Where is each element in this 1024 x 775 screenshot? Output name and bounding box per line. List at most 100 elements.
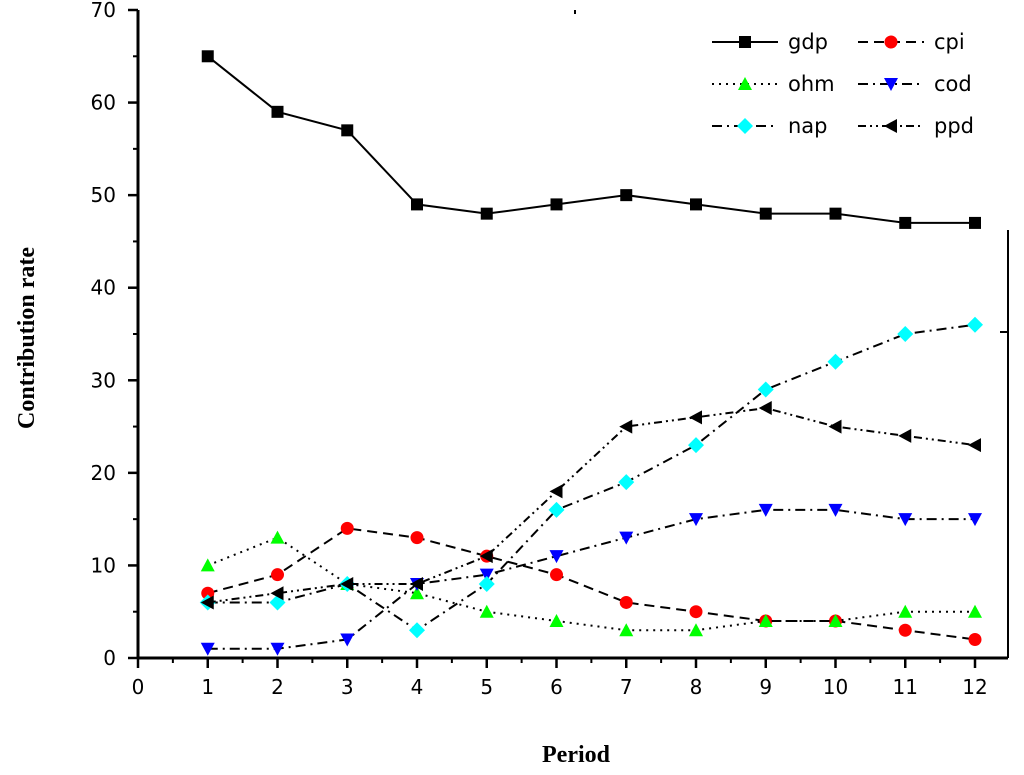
data-point-nap (548, 501, 565, 518)
x-tick-label: 2 (271, 675, 284, 699)
data-point-cpi (271, 568, 284, 582)
data-point-nap (967, 316, 983, 333)
x-tick-label: 5 (480, 675, 493, 699)
data-point-cod (758, 503, 773, 517)
data-point-ohm (828, 613, 843, 627)
x-tick-label: 3 (341, 675, 354, 699)
legend-label-cod: cod (934, 72, 972, 96)
series-line-cod (207, 508, 975, 650)
data-point-ppd (200, 595, 214, 610)
data-point-cod (828, 503, 843, 517)
x-tick-label: 7 (620, 675, 633, 699)
data-point-nap (409, 622, 425, 639)
data-point-gdp (411, 198, 423, 211)
legend-marker-cod (884, 78, 898, 91)
data-point-cod (200, 642, 215, 656)
data-point-cod (619, 531, 634, 545)
series-line-nap (207, 323, 976, 632)
data-point-gdp (550, 198, 563, 211)
legend-label-ppd: ppd (934, 114, 974, 138)
legend-item-nap: nap (712, 114, 828, 138)
x-axis-title: Period (542, 742, 611, 768)
y-tick-label: 60 (91, 91, 116, 115)
data-point-ppd (340, 576, 354, 591)
x-tick-label: 10 (823, 675, 848, 699)
data-point-nap (897, 326, 914, 342)
data-point-cpi (410, 531, 424, 545)
data-point-ohm (968, 604, 982, 618)
legend-marker-ohm (738, 77, 752, 90)
data-point-ohm (619, 623, 634, 637)
legend-marker-cpi (884, 35, 898, 49)
x-tick-label: 6 (550, 675, 563, 699)
data-point-nap (827, 353, 844, 370)
data-point-ohm (479, 604, 494, 618)
data-point-gdp (829, 207, 842, 220)
data-point-cod (968, 513, 982, 527)
data-point-ppd (270, 586, 284, 601)
y-tick-label: 10 (91, 553, 116, 577)
series-line-ohm (207, 536, 975, 632)
data-point-ohm (410, 586, 424, 600)
legend-marker-gdp (739, 36, 751, 48)
data-point-ppd (479, 549, 493, 564)
data-point-cod (340, 633, 355, 647)
data-point-cpi (619, 595, 633, 609)
data-point-gdp (201, 50, 214, 63)
series-line-gdp (207, 55, 975, 224)
series-gdp (201, 50, 981, 229)
data-point-cod (479, 568, 494, 582)
x-tick-label: 4 (411, 675, 424, 699)
x-tick-label: 9 (759, 675, 772, 699)
data-point-nap (478, 575, 495, 592)
data-point-ohm (689, 623, 703, 637)
data-point-ppd (968, 438, 981, 453)
data-point-ohm (200, 558, 215, 572)
data-point-ppd (619, 419, 633, 434)
legend-item-cpi: cpi (858, 30, 965, 54)
legend-marker-ppd (884, 119, 897, 133)
data-point-ohm (270, 530, 285, 544)
plot-frame (136, 10, 1009, 660)
data-point-cod (898, 513, 913, 527)
data-point-nap (618, 474, 635, 491)
data-point-gdp (480, 207, 493, 220)
data-point-gdp (271, 105, 284, 118)
data-point-cpi (340, 521, 354, 535)
series-layer (199, 50, 983, 656)
legend-label-ohm: ohm (788, 72, 835, 96)
y-tick-label: 20 (91, 461, 116, 485)
data-point-cpi (968, 632, 982, 646)
series-ohm (200, 530, 982, 637)
series-ppd (200, 401, 981, 610)
y-tick-label: 0 (103, 646, 116, 670)
x-tick-label: 11 (893, 675, 918, 699)
y-tick-label: 50 (91, 183, 116, 207)
data-point-gdp (690, 198, 702, 211)
data-point-ohm (898, 604, 913, 618)
y-axis-title: Contribution rate (14, 247, 40, 429)
legend-item-gdp: gdp (712, 30, 828, 54)
legend-label-nap: nap (788, 114, 828, 138)
y-tick-label: 30 (91, 368, 116, 392)
data-point-gdp (899, 216, 912, 229)
data-point-cod (689, 513, 703, 527)
data-point-cpi (201, 586, 215, 600)
x-tick-label: 8 (690, 675, 703, 699)
series-cod (200, 503, 982, 656)
data-point-nap (757, 381, 774, 398)
legend-label-cpi: cpi (934, 30, 965, 54)
series-line-ppd (207, 407, 976, 604)
y-tick-label: 70 (91, 0, 116, 22)
data-point-ppd (758, 401, 772, 416)
legend: gdp cpi ohm cod nap ppd (712, 30, 974, 138)
data-point-gdp (341, 124, 354, 137)
series-cpi (201, 521, 982, 646)
legend-item-cod: cod (858, 72, 972, 96)
data-point-cpi (898, 623, 912, 637)
data-point-ppd (689, 410, 702, 425)
data-point-cod (270, 642, 285, 656)
data-point-ppd (549, 484, 563, 499)
